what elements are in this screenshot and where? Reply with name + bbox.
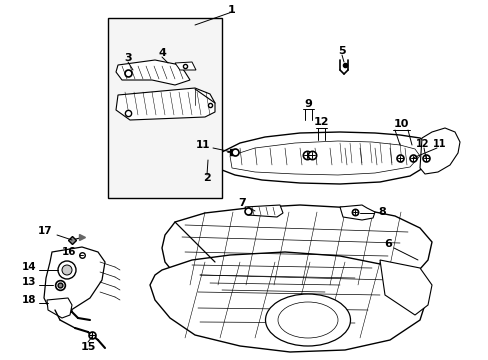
Polygon shape — [379, 260, 431, 315]
Text: 1: 1 — [228, 5, 235, 15]
Circle shape — [62, 265, 72, 275]
Polygon shape — [175, 62, 196, 70]
Polygon shape — [218, 132, 431, 184]
Text: 15: 15 — [80, 342, 96, 352]
Text: 10: 10 — [392, 119, 408, 129]
Polygon shape — [419, 128, 459, 174]
Text: 16: 16 — [61, 247, 76, 257]
Text: 13: 13 — [21, 277, 36, 287]
Text: 8: 8 — [377, 207, 385, 217]
Text: 2: 2 — [203, 173, 210, 183]
Text: 7: 7 — [238, 198, 245, 208]
Text: 9: 9 — [304, 99, 311, 109]
Polygon shape — [47, 298, 72, 318]
Polygon shape — [229, 141, 419, 175]
Text: 11: 11 — [432, 139, 446, 149]
Polygon shape — [150, 252, 427, 352]
Text: 12: 12 — [415, 139, 429, 149]
Circle shape — [58, 261, 76, 279]
Polygon shape — [244, 205, 283, 217]
Text: 4: 4 — [158, 48, 165, 58]
Bar — [108, 18, 222, 198]
Polygon shape — [162, 205, 431, 302]
Polygon shape — [339, 205, 374, 220]
Text: 5: 5 — [338, 46, 345, 56]
Text: 6: 6 — [384, 239, 391, 249]
Text: 18: 18 — [21, 295, 36, 305]
Polygon shape — [44, 247, 105, 312]
Polygon shape — [116, 60, 190, 85]
Polygon shape — [116, 88, 215, 120]
Text: 12: 12 — [313, 117, 328, 127]
Text: 3: 3 — [124, 53, 132, 63]
Ellipse shape — [278, 302, 337, 338]
Text: 11: 11 — [195, 140, 209, 150]
Text: 17: 17 — [37, 226, 52, 236]
Ellipse shape — [265, 294, 350, 346]
Text: 14: 14 — [21, 262, 36, 272]
